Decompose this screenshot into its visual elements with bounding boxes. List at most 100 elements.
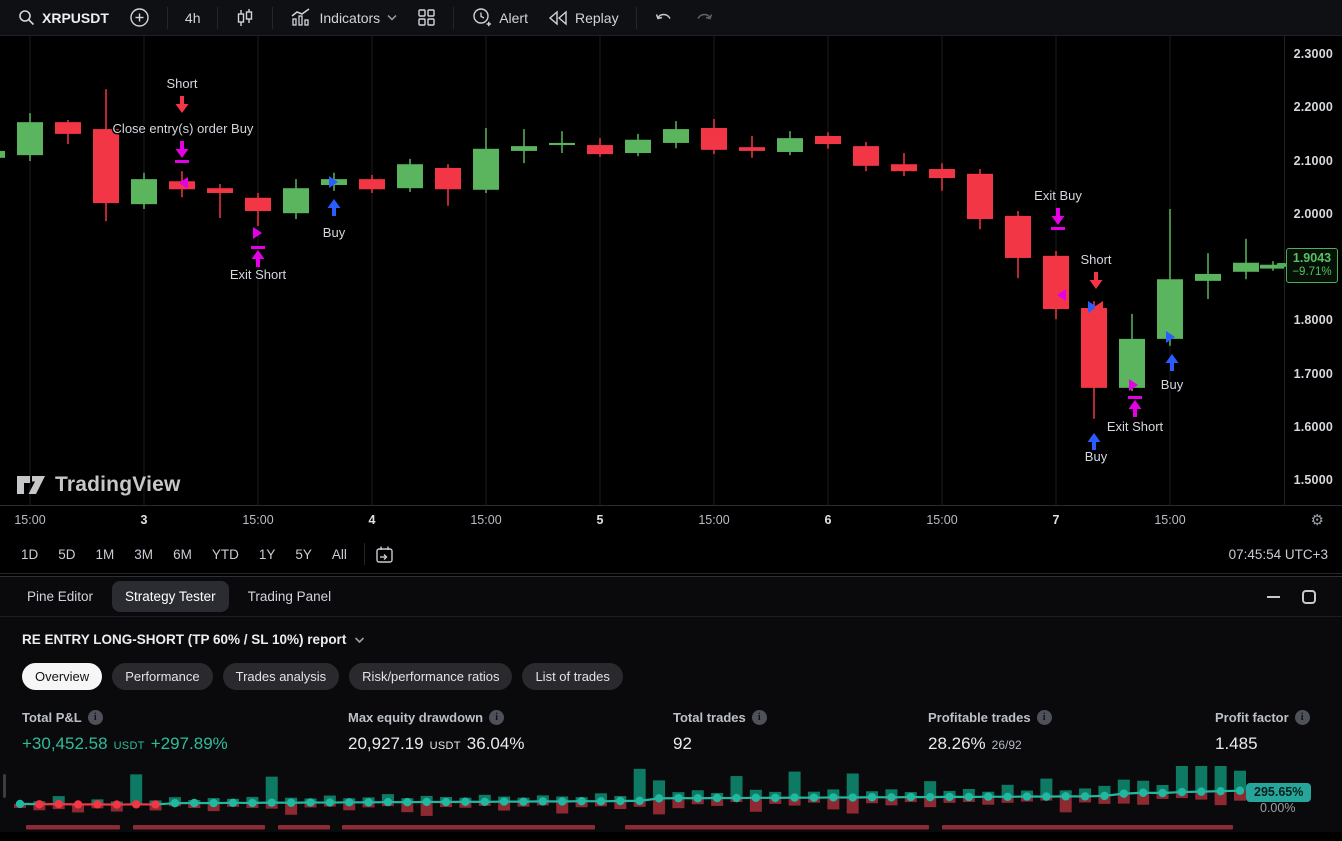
tab-strategy-tester[interactable]: Strategy Tester <box>112 581 229 612</box>
range-button-1y[interactable]: 1Y <box>258 546 276 562</box>
equity-point[interactable] <box>422 797 431 807</box>
equity-point[interactable] <box>112 800 122 809</box>
candle-up[interactable] <box>1233 238 1259 280</box>
candlestick-canvas[interactable]: Short Close entry(s) order Buy Exit Short B… <box>0 36 1284 505</box>
candle-up[interactable] <box>625 133 651 157</box>
report-chevron-down-icon[interactable] <box>354 636 365 644</box>
equity-point[interactable] <box>1022 792 1032 801</box>
equity-point[interactable] <box>558 797 567 806</box>
candle-down[interactable] <box>435 164 461 206</box>
replay-button[interactable]: Replay <box>540 6 627 30</box>
chart-style-button[interactable] <box>227 4 263 32</box>
candle-down[interactable] <box>1005 211 1031 279</box>
equity-point[interactable] <box>538 797 548 806</box>
equity-point[interactable] <box>732 793 741 803</box>
session-clock[interactable]: 07:45:54 UTC+3 <box>1228 546 1328 562</box>
maximize-panel-icon[interactable] <box>1302 589 1316 604</box>
candle-down[interactable] <box>55 120 81 144</box>
equity-point[interactable] <box>635 796 644 806</box>
candle-up[interactable] <box>0 150 5 158</box>
equity-point[interactable] <box>403 798 412 807</box>
range-button-5d[interactable]: 5D <box>58 546 76 562</box>
equity-point[interactable] <box>809 793 819 802</box>
candle-up[interactable] <box>511 129 537 164</box>
equity-point[interactable] <box>1061 792 1070 801</box>
equity-point[interactable] <box>364 798 373 807</box>
equity-point[interactable] <box>925 792 935 802</box>
equity-point[interactable] <box>54 799 63 809</box>
candle-up[interactable] <box>17 113 43 162</box>
range-button-6m[interactable]: 6M <box>173 546 192 562</box>
equity-point[interactable] <box>441 797 451 807</box>
subtab-trades-analysis[interactable]: Trades analysis <box>222 663 340 690</box>
candle-up[interactable] <box>1119 313 1145 392</box>
candle-down[interactable] <box>815 132 841 149</box>
equity-point[interactable] <box>499 797 509 806</box>
equity-point[interactable] <box>93 800 102 809</box>
redo-button[interactable] <box>686 6 722 30</box>
chart-settings-gear-icon[interactable]: ⚙ <box>1310 512 1324 529</box>
equity-point[interactable] <box>151 800 160 809</box>
equity-point[interactable] <box>1119 789 1129 798</box>
time-axis[interactable]: 15:00 3 15:00 4 15:00 5 15:00 6 15:00 7 15:00 ⚙ <box>0 505 1342 535</box>
equity-point[interactable] <box>209 798 218 808</box>
equity-point[interactable] <box>73 800 83 809</box>
candle-down[interactable] <box>967 169 993 230</box>
equity-point[interactable] <box>519 797 528 806</box>
equity-point[interactable] <box>383 797 393 807</box>
equity-point[interactable] <box>654 794 664 803</box>
candle-down[interactable] <box>93 89 119 222</box>
equity-point[interactable] <box>1080 792 1090 801</box>
range-button-1d[interactable]: 1D <box>21 546 39 562</box>
equity-point[interactable] <box>790 793 799 802</box>
candle-up[interactable] <box>1157 208 1183 346</box>
equity-point[interactable] <box>35 800 44 809</box>
equity-point[interactable] <box>887 793 896 802</box>
equity-point[interactable] <box>1216 786 1225 796</box>
equity-point[interactable] <box>1042 792 1051 801</box>
compare-add-button[interactable] <box>121 3 158 32</box>
undo-button[interactable] <box>646 6 682 30</box>
equity-point[interactable] <box>829 793 838 802</box>
candle-up[interactable] <box>131 172 157 209</box>
subtab-overview[interactable]: Overview <box>22 663 103 690</box>
equity-point[interactable] <box>616 796 625 806</box>
equity-point[interactable] <box>345 798 354 807</box>
equity-point[interactable] <box>286 798 296 807</box>
info-icon[interactable]: i <box>1036 710 1052 725</box>
candle-down[interactable] <box>891 153 917 176</box>
go-to-date-icon[interactable] <box>375 545 394 564</box>
panel-resize-handle[interactable] <box>3 774 6 798</box>
equity-point[interactable] <box>712 793 722 803</box>
candle-down[interactable] <box>359 174 385 193</box>
equity-point[interactable] <box>131 800 141 809</box>
info-icon[interactable]: i <box>751 710 767 725</box>
tab-pine-editor[interactable]: Pine Editor <box>27 589 94 604</box>
candle-up[interactable] <box>1260 261 1284 271</box>
candle-down[interactable] <box>853 141 879 172</box>
equity-point[interactable] <box>577 797 586 806</box>
candle-down[interactable] <box>929 163 955 191</box>
subtab-risk-performance-ratios[interactable]: Risk/performance ratios <box>349 663 513 690</box>
alert-button[interactable]: Alert <box>463 3 536 32</box>
range-button-1m[interactable]: 1M <box>95 546 115 562</box>
equity-point[interactable] <box>964 792 974 802</box>
range-button-5y[interactable]: 5Y <box>295 546 312 562</box>
equity-point[interactable] <box>228 798 238 808</box>
candle-down[interactable] <box>245 192 271 226</box>
equity-point[interactable] <box>248 798 257 808</box>
subtab-performance[interactable]: Performance <box>112 663 213 690</box>
equity-point[interactable] <box>1158 788 1167 798</box>
candle-down[interactable] <box>701 118 727 155</box>
report-title-row[interactable]: RE ENTRY LONG-SHORT (TP 60% / SL 10%) re… <box>0 617 1342 657</box>
candle-up[interactable] <box>663 121 689 149</box>
interval-button[interactable]: 4h <box>177 6 209 30</box>
candle-up[interactable] <box>1195 253 1221 299</box>
equity-point[interactable] <box>15 799 25 809</box>
candle-down[interactable] <box>1043 251 1069 320</box>
info-icon[interactable]: i <box>489 710 505 725</box>
price-chart[interactable]: Short Close entry(s) order Buy Exit Short B… <box>0 36 1342 505</box>
equity-point[interactable] <box>1197 787 1206 796</box>
equity-point[interactable] <box>867 793 877 802</box>
range-button-all[interactable]: All <box>331 546 347 562</box>
